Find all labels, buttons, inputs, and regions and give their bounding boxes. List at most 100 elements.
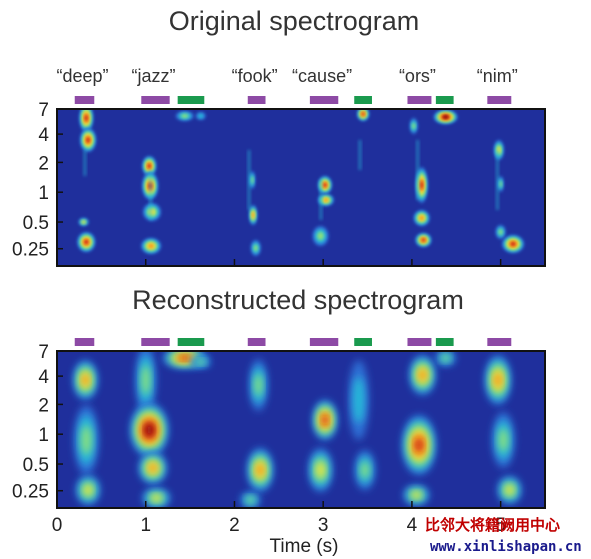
purple-word-bar	[487, 338, 512, 346]
top-chart-title: Original spectrogram	[169, 6, 420, 36]
y-tick-label: 0.25	[12, 482, 49, 503]
heat-blob	[82, 220, 86, 224]
y-tick-label: 0.5	[23, 213, 49, 234]
x-axis-label: Time (s)	[270, 536, 339, 557]
heat-blob	[323, 198, 328, 202]
purple-word-bar	[309, 338, 339, 346]
heat-blob	[256, 464, 264, 476]
word-label: “deep”	[56, 66, 108, 86]
purple-word-bar	[407, 96, 432, 104]
watermark-line-1: 比邻大将籍阙用中心	[425, 516, 560, 534]
purple-word-bar	[247, 338, 266, 346]
heat-blob	[421, 238, 426, 242]
top-x-tickmarks	[56, 259, 502, 266]
heat-blob	[412, 122, 416, 130]
heat-blob	[252, 212, 255, 218]
bottom-chart-title: Reconstructed spectrogram	[132, 285, 464, 315]
y-tick-label: 2	[38, 153, 49, 174]
purple-word-bar	[487, 96, 512, 104]
y-tick-label: 4	[38, 125, 49, 146]
word-label: “fook”	[232, 66, 278, 86]
heat-blob	[246, 496, 255, 504]
heat-blob	[151, 494, 161, 502]
y-tick-label: 7	[38, 342, 49, 363]
purple-word-bar	[141, 96, 170, 104]
heat-blob	[196, 359, 205, 365]
heat-blob	[498, 229, 503, 235]
heat-blob	[419, 215, 424, 221]
word-label: “jazz”	[131, 66, 175, 86]
top-word-bars	[74, 96, 512, 104]
heat-blob	[82, 374, 89, 386]
heat-blob	[352, 376, 365, 424]
heat-blob	[141, 365, 150, 395]
heat-streak	[83, 150, 87, 176]
purple-word-bar	[141, 338, 170, 346]
heat-blob	[86, 137, 90, 143]
y-tick-label: 1	[38, 425, 49, 446]
bottom-word-bars	[74, 338, 512, 346]
heat-blob	[145, 424, 153, 436]
top-word-labels: “deep” “jazz” “fook” “cause” “ors” “nim”	[56, 66, 517, 86]
bottom-plot-frame	[56, 350, 546, 509]
heat-blob	[499, 180, 502, 188]
x-tick-label: 5	[495, 515, 506, 536]
heat-blob	[147, 163, 151, 169]
heat-streak	[149, 170, 153, 220]
heat-blob	[149, 463, 157, 473]
heat-blob	[181, 113, 189, 119]
bottom-x-axis: 0 1 2 3 4 5	[52, 501, 506, 536]
heat-blob	[84, 485, 92, 495]
top-y-axis: 7 4 2 1 0.5 0.25	[12, 100, 63, 261]
heat-blob	[84, 114, 88, 122]
top-plot-background	[57, 109, 545, 266]
heat-blob	[253, 244, 258, 252]
heat-blob	[84, 239, 89, 245]
green-word-bar	[435, 338, 454, 346]
heat-blob	[316, 463, 325, 477]
word-label: “ors”	[399, 66, 436, 86]
heat-blob	[505, 485, 514, 495]
credit-text: © PLOS Biology	[4, 546, 84, 558]
x-tick-label: 3	[318, 515, 329, 536]
green-word-bar	[354, 96, 372, 104]
y-tick-label: 0.25	[12, 240, 49, 261]
purple-word-bar	[74, 96, 95, 104]
heat-blob	[148, 243, 154, 249]
purple-word-bar	[407, 338, 432, 346]
purple-word-bar	[309, 96, 339, 104]
green-word-bar	[435, 96, 454, 104]
x-tick-label: 2	[229, 515, 240, 536]
heat-blob	[412, 491, 421, 499]
watermark-line-2: www.xinlishapan.cn	[430, 539, 582, 555]
heat-blob	[179, 355, 190, 361]
heat-blob	[498, 428, 508, 452]
heat-blob	[81, 425, 92, 455]
heat-blob	[323, 183, 327, 187]
x-tick-label: 1	[140, 515, 151, 536]
bottom-y-axis: 7 4 2 1 0.5 0.25	[12, 342, 63, 503]
x-tick-label: 0	[52, 515, 63, 536]
heat-blob	[510, 242, 516, 246]
heat-blob	[361, 112, 365, 116]
heat-streak	[495, 150, 499, 210]
bottom-heatmap	[73, 351, 522, 508]
heat-blob	[419, 369, 426, 381]
heat-blob	[441, 354, 450, 362]
y-tick-label: 7	[38, 100, 49, 121]
heat-blob	[415, 438, 423, 452]
heat-blob	[250, 176, 254, 184]
bottom-plot-background	[57, 351, 545, 508]
heat-blob	[254, 374, 263, 396]
top-plot-frame	[56, 108, 546, 267]
y-tick-label: 4	[38, 367, 49, 388]
word-label: “nim”	[477, 66, 518, 86]
word-label: “cause”	[292, 66, 352, 86]
x-tick-label: 4	[407, 515, 418, 536]
heat-blob	[197, 113, 204, 119]
heat-blob	[360, 461, 370, 479]
heat-blob	[317, 231, 324, 241]
green-word-bar	[354, 338, 372, 346]
heat-blob	[443, 115, 448, 119]
